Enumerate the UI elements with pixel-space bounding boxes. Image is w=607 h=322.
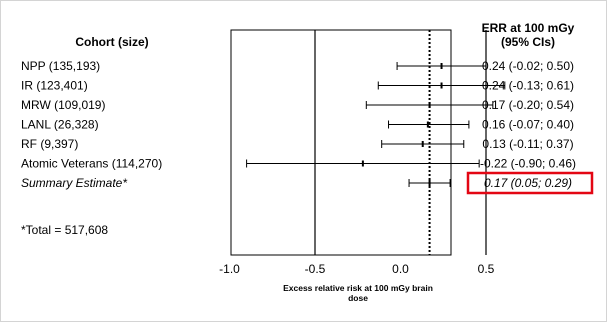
plot-box bbox=[230, 29, 452, 256]
x-axis-ticks: -1.0 -0.5 0.0 0.5 bbox=[219, 262, 495, 276]
x-tick-label-0: -1.0 bbox=[219, 262, 240, 276]
err-labels: ERR at 100 mGy (95% CIs) 0.24 (-0.02; 0.… bbox=[466, 21, 594, 195]
err-value-6: 0.17 (0.05; 0.29) bbox=[484, 176, 572, 190]
err-value-1: 0.24 (-0.13; 0.61) bbox=[482, 79, 574, 93]
cohort-label-3: LANL (26,328) bbox=[21, 118, 99, 132]
cohort-label-5: Atomic Veterans (114,270) bbox=[21, 157, 162, 171]
footnote: *Total = 517,608 bbox=[21, 223, 108, 237]
err-value-4: 0.13 (-0.11; 0.37) bbox=[482, 137, 573, 151]
x-tick-label-3: 0.5 bbox=[478, 262, 495, 276]
header-cohort-size: Cohort (size) bbox=[75, 35, 148, 49]
cohort-label-0: NPP (135,193) bbox=[21, 59, 100, 73]
cohort-label-2: MRW (109,019) bbox=[21, 98, 105, 112]
err-value-2: 0.17 (-0.20; 0.54) bbox=[482, 98, 574, 112]
x-axis-label-line2: dose bbox=[348, 293, 368, 303]
x-tick-label-1: -0.5 bbox=[305, 262, 326, 276]
header-err-line1: ERR at 100 mGy bbox=[482, 21, 575, 35]
err-value-5: -0.22 (-0.90; 0.46) bbox=[480, 157, 576, 171]
cohort-label-1: IR (123,401) bbox=[21, 79, 88, 93]
x-axis-label-line1: Excess relative risk at 100 mGy brain bbox=[283, 283, 433, 293]
x-tick-label-2: 0.0 bbox=[392, 262, 409, 276]
summary-highlight-box bbox=[466, 171, 594, 195]
plot-area bbox=[230, 29, 506, 256]
header-err-line2: (95% CIs) bbox=[501, 35, 555, 49]
cohort-label-4: RF (9,397) bbox=[21, 137, 78, 151]
err-value-0: 0.24 (-0.02; 0.50) bbox=[482, 59, 574, 73]
cohort-label-6: Summary Estimate* bbox=[21, 176, 127, 190]
cohort-labels: Cohort (size) NPP (135,193) IR (123,401) M… bbox=[21, 35, 162, 190]
err-value-3: 0.16 (-0.07; 0.40) bbox=[482, 118, 574, 132]
